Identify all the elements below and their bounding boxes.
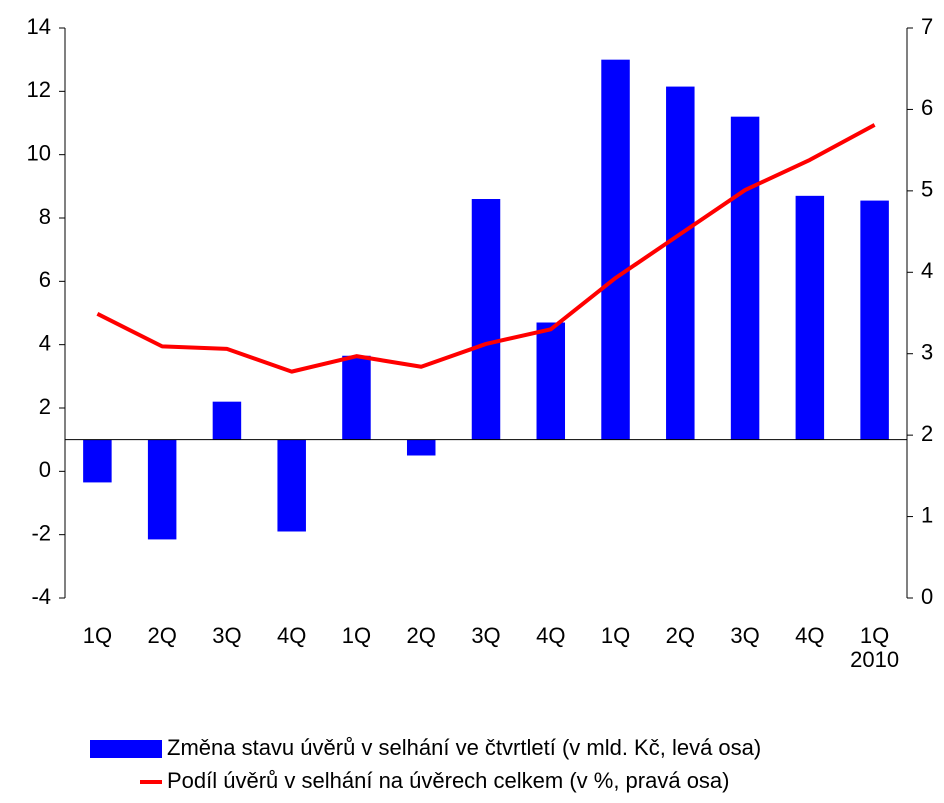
y-tick-label: 10 xyxy=(27,140,51,165)
bar xyxy=(212,401,242,440)
bar xyxy=(601,59,630,440)
legend-label: Změna stavu úvěrů v selhání ve čtvrtletí… xyxy=(167,735,761,760)
x-tick-label: 4Q xyxy=(277,623,306,648)
y-tick-label: 8 xyxy=(39,204,51,229)
y-tick-label: 6 xyxy=(39,267,51,292)
bar xyxy=(406,439,436,456)
x-tick-label: 3Q xyxy=(730,623,759,648)
x-tick-label: 1Q xyxy=(83,623,112,648)
y2-tick-label: 5 xyxy=(921,177,933,202)
y2-tick-label: 0 xyxy=(921,584,933,609)
bar xyxy=(342,355,371,440)
y-tick-label: -4 xyxy=(31,584,51,609)
bar xyxy=(536,322,566,440)
x-tick-label: 4Q xyxy=(536,623,565,648)
y-tick-label: 4 xyxy=(39,330,51,355)
y-tick-label: 2 xyxy=(39,394,51,419)
y2-tick-label: 2 xyxy=(921,421,933,446)
y2-tick-label: 3 xyxy=(921,340,933,365)
y-tick-label: 0 xyxy=(39,457,51,482)
annotation: 2010 xyxy=(850,647,899,672)
y-tick-label: -2 xyxy=(31,520,51,545)
bar xyxy=(795,195,825,440)
bar xyxy=(147,439,177,540)
x-tick-label: 1Q xyxy=(860,623,889,648)
bar xyxy=(83,439,112,483)
y2-tick-label: 4 xyxy=(921,258,933,283)
x-tick-label: 3Q xyxy=(471,623,500,648)
x-tick-label: 1Q xyxy=(342,623,371,648)
legend-swatch xyxy=(90,740,162,758)
y2-tick-label: 6 xyxy=(921,95,933,120)
y2-tick-label: 1 xyxy=(921,502,933,527)
bar xyxy=(666,86,695,440)
y-tick-label: 12 xyxy=(27,77,51,102)
x-tick-label: 3Q xyxy=(212,623,241,648)
x-tick-label: 1Q xyxy=(601,623,630,648)
x-tick-label: 2Q xyxy=(666,623,695,648)
bar xyxy=(277,439,306,532)
legend-label: Podíl úvěrů v selhání na úvěrech celkem … xyxy=(167,768,730,793)
bar xyxy=(730,116,760,440)
x-tick-label: 2Q xyxy=(147,623,176,648)
y2-tick-label: 7 xyxy=(921,14,933,39)
x-tick-label: 4Q xyxy=(795,623,824,648)
bar xyxy=(471,199,501,440)
x-tick-label: 2Q xyxy=(407,623,436,648)
y-tick-label: 14 xyxy=(27,14,51,39)
bar xyxy=(860,200,889,440)
line xyxy=(96,123,876,374)
